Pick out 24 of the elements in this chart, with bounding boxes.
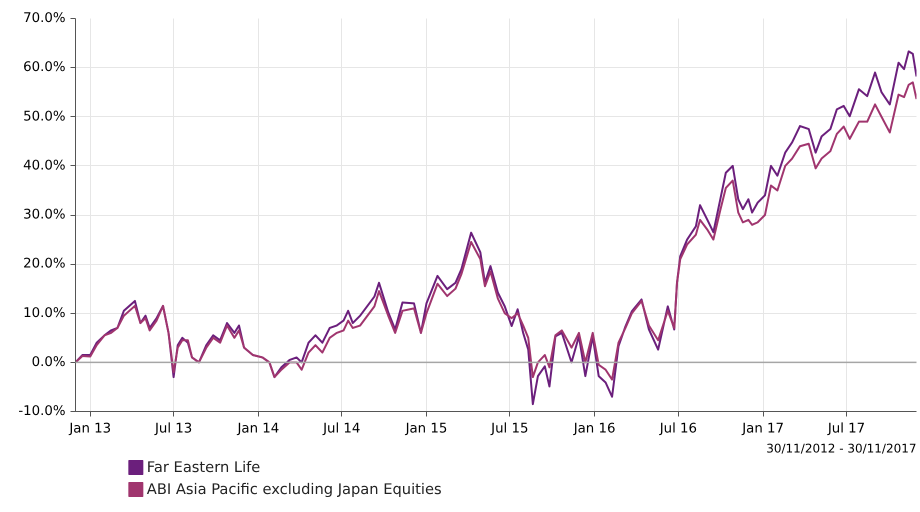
x-tick-label: Jan 16 — [572, 422, 616, 436]
x-tick-label: Jul 16 — [658, 422, 698, 436]
y-tick-label: 50.0% — [23, 109, 66, 124]
y-tick-label: 30.0% — [23, 208, 66, 222]
x-tick-label: Jul 15 — [490, 422, 528, 436]
y-tick-label: 20.0% — [23, 256, 66, 272]
x-tick-label: Jul 14 — [322, 422, 360, 436]
y-tick-label: 10.0% — [23, 306, 66, 321]
x-tick-label: Jul 13 — [154, 422, 192, 436]
x-tick-label: Jan 13 — [68, 422, 112, 436]
y-tick-label: -10.0% — [18, 404, 66, 419]
x-tick-label: Jul 17 — [826, 422, 866, 436]
line-series — [76, 50, 916, 406]
x-tick-label: Jan 17 — [741, 422, 784, 436]
legend-label: Far Eastern Life — [146, 459, 260, 476]
y-tick-label: 70.0% — [23, 11, 66, 26]
text: 30/11/2012 - 30/11/2017 — [766, 442, 917, 456]
x-tick-label: Jan 15 — [404, 422, 448, 436]
x-tick-label: Jan 14 — [236, 422, 280, 436]
y-tick-label: 40.0% — [23, 158, 66, 174]
y-tick-label: 0.0% — [32, 354, 66, 370]
line-series — [76, 81, 916, 381]
legend-label: ABI Asia Pacific excluding Japan Equities — [146, 481, 442, 498]
y-tick-label: 60.0% — [23, 60, 66, 76]
